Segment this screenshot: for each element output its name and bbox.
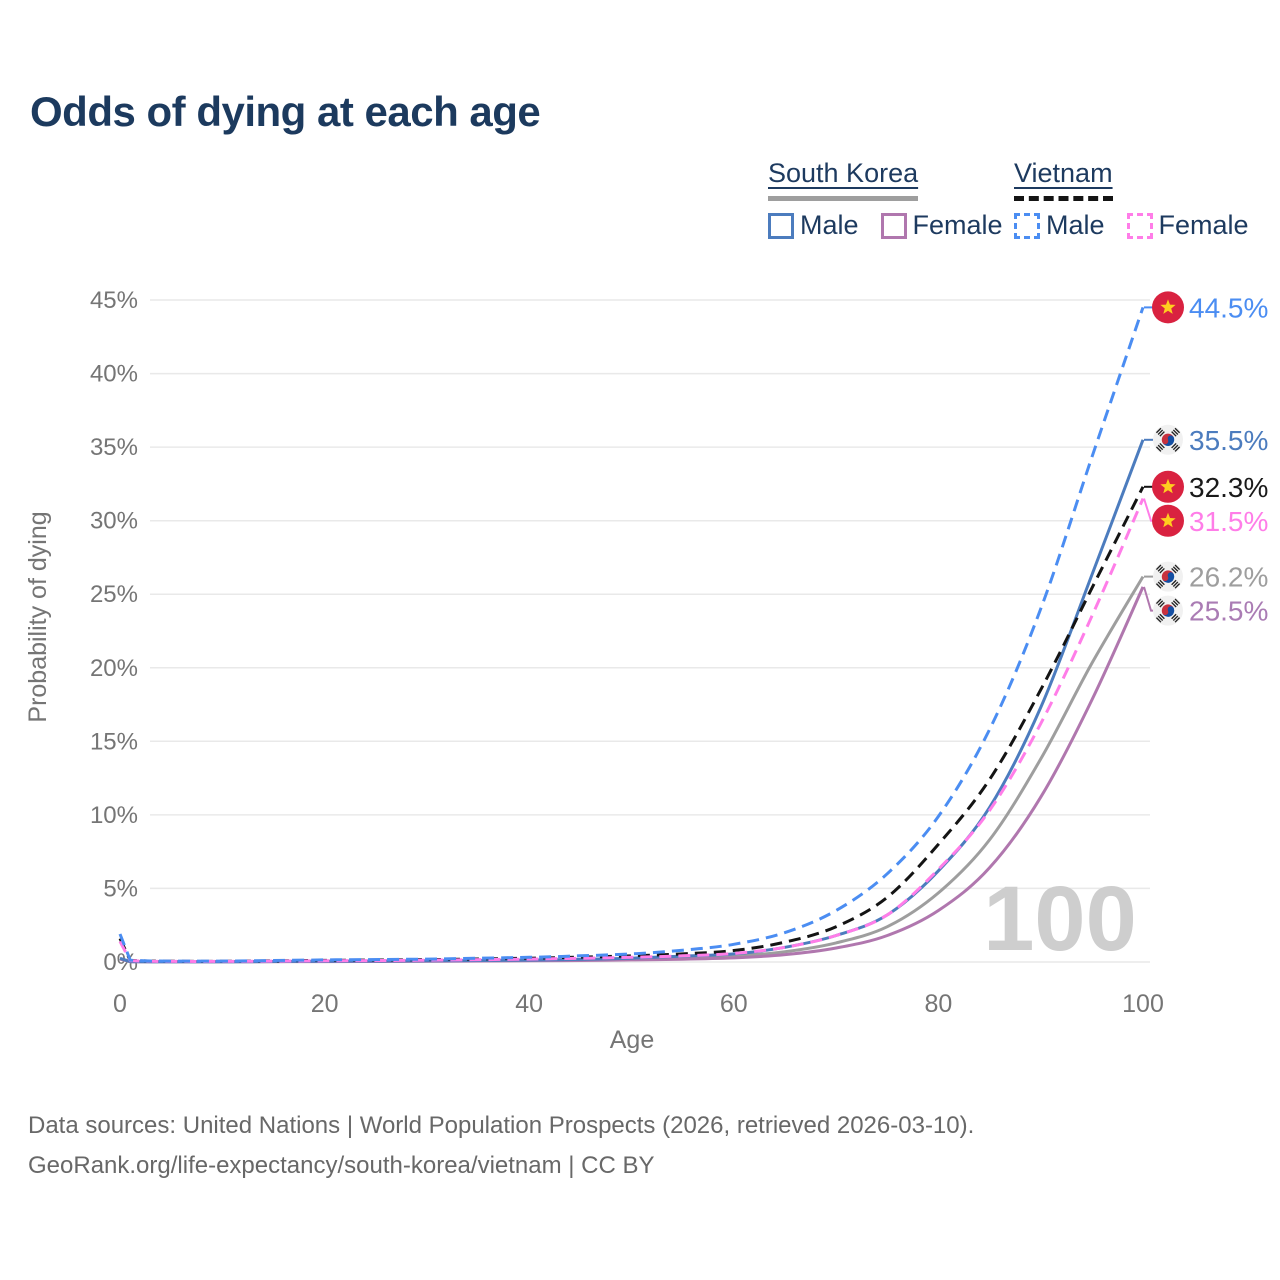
south-korea-flag-icon [1153, 595, 1183, 626]
legend-row-vietnam: Male Female [1014, 210, 1249, 241]
vietnam-flag-icon [1152, 291, 1184, 324]
legend-item-vietnam-female[interactable]: Female [1126, 210, 1249, 241]
end-value-label-south-korea-female: 25.5% [1189, 596, 1268, 627]
y-tick-label: 20% [90, 655, 138, 682]
x-tick-label: 20 [311, 990, 339, 1018]
legend-country-vietnam: Vietnam [1014, 158, 1113, 201]
license-line: GeoRank.org/life-expectancy/south-korea/… [28, 1152, 655, 1179]
y-tick-label: 25% [90, 581, 138, 608]
x-tick-label: 80 [924, 990, 952, 1018]
legend-group-vietnam: Vietnam Male Female [1014, 158, 1249, 241]
y-tick-label: 30% [90, 508, 138, 535]
y-tick-label: 5% [103, 875, 138, 902]
legend-item-south-korea-female[interactable]: Female [880, 210, 1003, 241]
data-sources-line: Data sources: United Nations | World Pop… [28, 1112, 975, 1139]
vietnam-flag-icon [1152, 504, 1184, 537]
legend-swatch-south-korea-male [768, 212, 794, 239]
y-axis-title: Probability of dying [24, 511, 52, 722]
end-value-label-vietnam-male: 44.5% [1189, 292, 1268, 323]
legend-label-south-korea-female: Female [912, 210, 1003, 240]
y-tick-label: 35% [90, 434, 138, 461]
label-connector-south-korea-female [1143, 586, 1153, 612]
vietnam-flag-icon [1152, 470, 1184, 503]
series-layer [118, 306, 1145, 964]
y-tick-label: 15% [90, 728, 138, 755]
y-tick-label: 10% [90, 802, 138, 829]
legend-group-south-korea: South Korea Male Female [768, 158, 1003, 241]
legend-swatch-vietnam-male [1014, 212, 1040, 239]
legend-item-vietnam-male[interactable]: Male [1014, 210, 1105, 241]
legend-country-south-korea: South Korea [768, 158, 919, 201]
legend-swatch-vietnam-female [1126, 212, 1153, 239]
end-value-label-vietnam-female: 31.5% [1189, 506, 1268, 537]
legend-label-vietnam-male: Male [1046, 210, 1105, 240]
y-tick-label: 45% [90, 287, 138, 314]
label-connector-vietnam-female [1143, 498, 1153, 522]
grid-layer: 0%5%10%15%20%25%30%35%40%45%0 20 40 60 80 100 [90, 287, 1164, 1018]
legend-swatch-south-korea-female [880, 212, 907, 239]
x-tick-label: 40 [515, 990, 543, 1018]
end-value-label-south-korea-male: 35.5% [1189, 425, 1268, 456]
x-tick-label: 60 [720, 990, 748, 1018]
x-tick-label: 100 [1122, 990, 1164, 1018]
annotation-layer: 44.5% 35.5% 32.3%31.5% 26.2%25.5% [1143, 291, 1268, 627]
end-value-label-vietnam-all: 32.3% [1189, 472, 1268, 503]
legend-label-vietnam-female: Female [1158, 210, 1249, 240]
source-attribution: Data sources: United Nations | World Pop… [28, 1106, 974, 1186]
line-vietnam-male [118, 306, 1145, 963]
legend-item-south-korea-male[interactable]: Male [768, 210, 859, 241]
x-tick-label: 0 [113, 990, 127, 1018]
y-tick-label: 40% [90, 361, 138, 388]
south-korea-flag-icon [1153, 424, 1183, 455]
legend-label-south-korea-male: Male [800, 210, 859, 240]
watermark-age-100: 100 [983, 868, 1137, 970]
page-title: Odds of dying at each age [30, 88, 541, 135]
south-korea-flag-icon [1153, 561, 1183, 592]
legend-row-south-korea: Male Female [768, 210, 1003, 241]
end-value-label-south-korea-all: 26.2% [1189, 562, 1268, 593]
x-axis-title: Age [610, 1026, 654, 1054]
